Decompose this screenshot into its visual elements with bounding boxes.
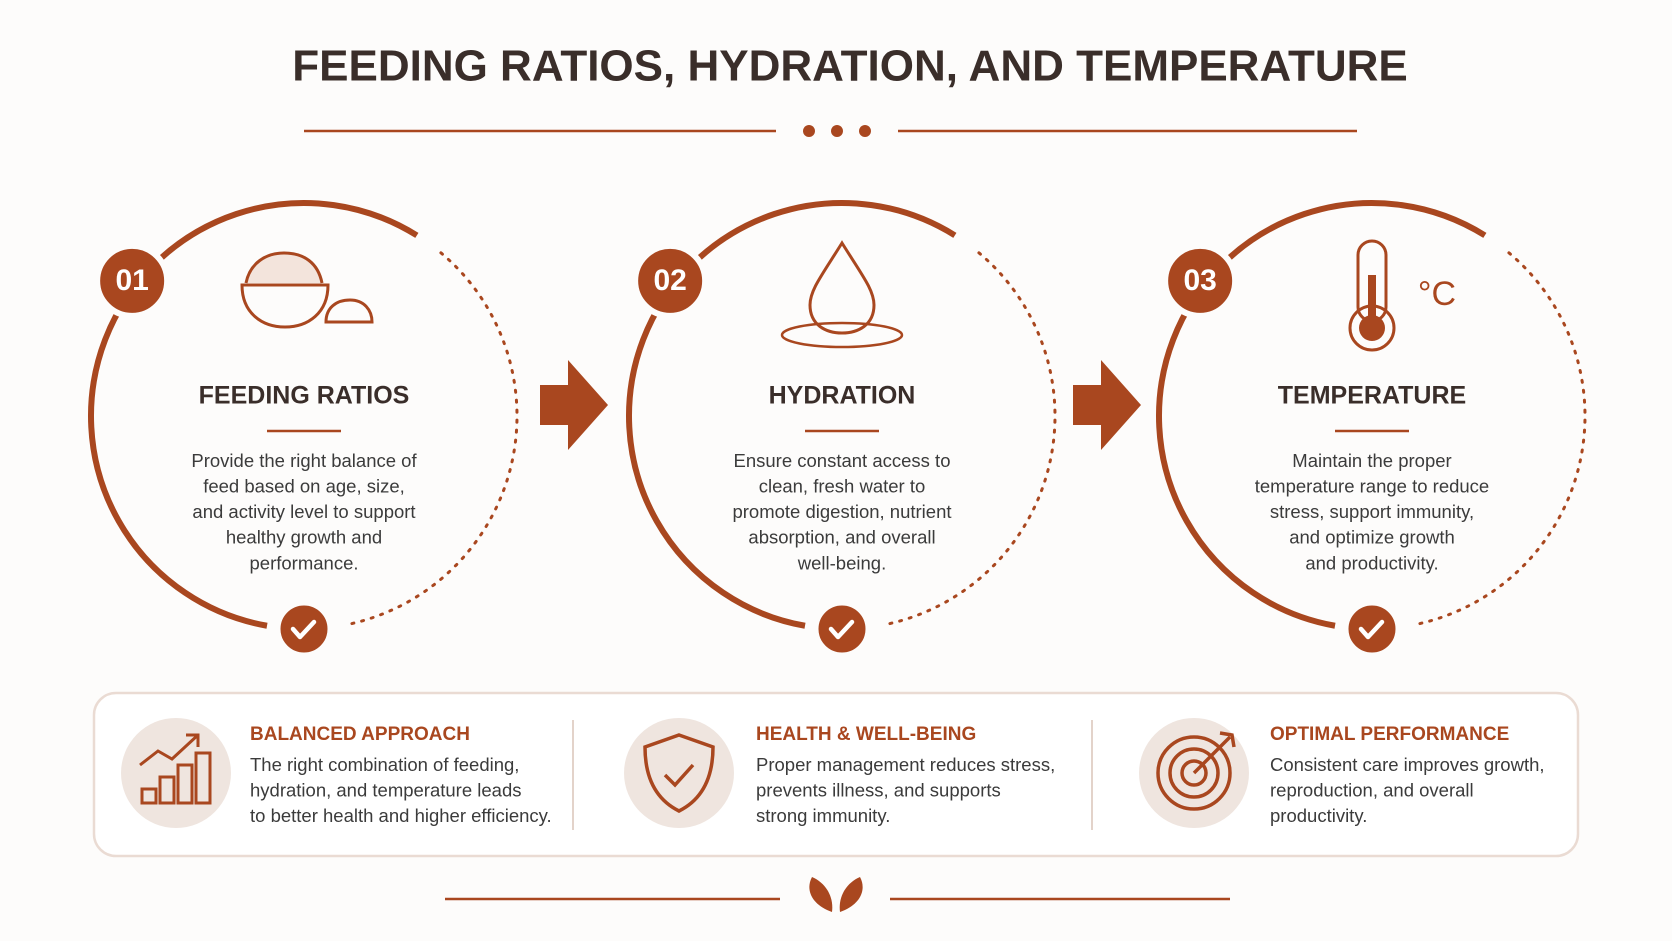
step-card: 02 HYDRATION Ensure constant access to clea…: [626, 200, 1057, 658]
step-number: 02: [653, 264, 686, 297]
benefit-description: Consistent care improves growth,: [1270, 754, 1545, 775]
step-description: and activity level to support: [192, 501, 415, 522]
benefit-description: strong immunity.: [756, 805, 890, 826]
step-description: well-being.: [797, 552, 886, 573]
step-title: HYDRATION: [769, 382, 916, 410]
check-badge: [275, 600, 333, 658]
step-title: TEMPERATURE: [1278, 382, 1466, 410]
check-icon: [290, 619, 317, 640]
target-icon: [1168, 747, 1220, 799]
step-ring: [1156, 200, 1487, 629]
step-ring-dotted: [1414, 251, 1587, 626]
step-card: 03 °C TEMPERATURE Maintain the proper temper…: [1156, 200, 1587, 658]
thermometer-fill: [1359, 315, 1385, 341]
benefit-description: prevents illness, and supports: [756, 779, 1001, 800]
step-description: Ensure constant access to: [734, 450, 951, 471]
step-number: 03: [1183, 264, 1216, 297]
step-badge: [632, 242, 709, 319]
step-description: promote digestion, nutrient: [732, 501, 951, 522]
footer-ornament: [445, 877, 1230, 912]
step-description: and optimize growth: [1289, 527, 1455, 548]
shield-icon: [643, 733, 715, 813]
step-description: Provide the right balance of: [191, 450, 417, 471]
benefit: BALANCED APPROACH The right combination o…: [121, 718, 552, 828]
bar-icon: [194, 751, 212, 805]
dart-icon: [1192, 731, 1236, 775]
benefit-description: The right combination of feeding,: [250, 754, 519, 775]
main-title: FEEDING RATIOS, HYDRATION, AND TEMPERATU…: [292, 42, 1408, 91]
step-description: feed based on age, size,: [203, 475, 405, 496]
step-description: and productivity.: [1305, 552, 1438, 573]
step-ring-dotted: [346, 251, 519, 626]
step-description: healthy growth and: [226, 527, 382, 548]
unit-label: °C: [1418, 275, 1456, 313]
step-ring-dotted: [884, 251, 1057, 626]
drop-icon: [808, 240, 876, 335]
step-badge: [1162, 242, 1239, 319]
thermometer-level: [1368, 275, 1376, 325]
arrows: [540, 360, 1141, 450]
step-description: performance.: [250, 552, 359, 573]
benefit-title: BALANCED APPROACH: [250, 724, 470, 745]
benefit-title: OPTIMAL PERFORMANCE: [1270, 724, 1509, 745]
ripple-icon: [780, 321, 904, 349]
scoop-icon: [324, 298, 374, 324]
check-badge: [813, 600, 871, 658]
step-ring: [626, 200, 957, 629]
step-title: FEEDING RATIOS: [199, 382, 410, 410]
bar-icon: [176, 763, 194, 805]
step-ring: [88, 200, 419, 629]
benefit-description: reproduction, and overall: [1270, 779, 1474, 800]
benefit-icon-bg: [121, 718, 231, 828]
step-card: 01 FEEDING RATIOS Provide the right balanc…: [88, 200, 519, 658]
benefit-description: Proper management reduces stress,: [756, 754, 1055, 775]
bowl-icon: [240, 283, 330, 329]
step-description: absorption, and overall: [748, 527, 935, 548]
benefit-description: to better health and higher efficiency.: [250, 805, 552, 826]
step-description: Maintain the proper: [1292, 450, 1451, 471]
shield-check: [663, 763, 695, 788]
benefit: OPTIMAL PERFORMANCE Consistent care impro…: [1139, 718, 1545, 828]
bar-icon: [158, 775, 176, 805]
check-icon: [1358, 619, 1385, 640]
check-badge: [1343, 600, 1401, 658]
benefit: HEALTH & WELL-BEING Proper management red…: [624, 718, 1055, 828]
benefit-title: HEALTH & WELL-BEING: [756, 724, 976, 745]
step-number: 01: [115, 264, 148, 297]
benefit-description: productivity.: [1270, 805, 1367, 826]
bar-icon: [140, 787, 158, 805]
target-icon: [1180, 759, 1208, 787]
trend-icon: [139, 733, 200, 767]
step-badge: [94, 242, 171, 319]
target-icon: [1156, 735, 1232, 811]
check-icon: [828, 619, 855, 640]
step-description: clean, fresh water to: [759, 475, 926, 496]
step-description: stress, support immunity,: [1270, 501, 1474, 522]
benefit-description: hydration, and temperature leads: [250, 779, 522, 800]
title-divider: [304, 125, 1357, 137]
feed-icon: [244, 251, 324, 284]
step-description: temperature range to reduce: [1255, 475, 1489, 496]
